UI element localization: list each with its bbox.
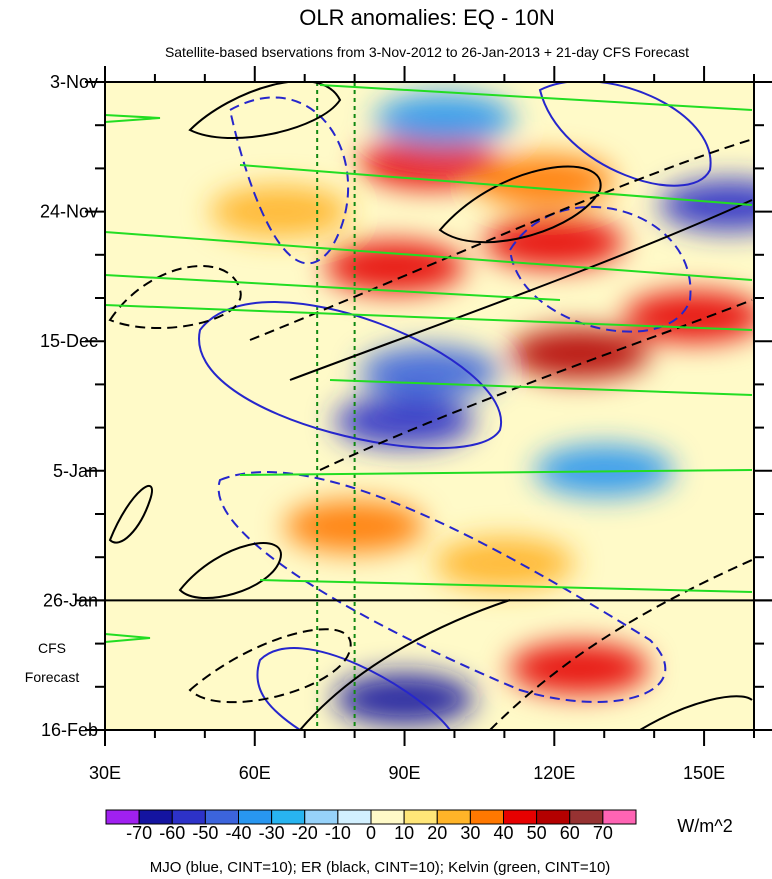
- colorbar-label: -30: [259, 823, 285, 843]
- kelvin-contour: [105, 304, 753, 331]
- colorbar-swatch: [138, 809, 173, 825]
- er-contour: [188, 82, 342, 140]
- x-axis: 30E 60E 90E 120E 150E: [89, 66, 755, 783]
- colorbar-swatch: [337, 809, 372, 825]
- plot-frame: [104, 81, 755, 731]
- colorbar-label: -20: [292, 823, 318, 843]
- colorbar-swatch: [503, 809, 538, 825]
- colorbar-label: 30: [460, 823, 480, 843]
- anomaly-blob: [434, 537, 575, 590]
- colorbar-swatch: [304, 809, 339, 825]
- x-tick-label: 120E: [533, 763, 575, 783]
- forecast-label-line1: CFS: [38, 640, 66, 656]
- anomaly-blob: [359, 136, 500, 189]
- er-contour: [319, 299, 753, 471]
- x-tick-label: 30E: [89, 763, 121, 783]
- colorbar-label: 0: [366, 823, 376, 843]
- mjo-contour: [256, 647, 452, 730]
- y-tick-label: 15-Dec: [40, 331, 98, 351]
- y-tick-label: 24-Nov: [40, 202, 98, 222]
- anomaly-blob: [334, 395, 475, 448]
- colorbar-swatch: [171, 809, 206, 825]
- er-contour: [299, 599, 511, 730]
- plot-area: [105, 82, 754, 730]
- colorbar-label: -10: [325, 823, 351, 843]
- y-axis: 3-Nov 24-Nov 15-Dec 5-Jan 26-Jan 16-Feb: [40, 72, 772, 740]
- y-tick-label: 3-Nov: [50, 72, 98, 92]
- er-contour: [188, 628, 352, 704]
- colorbar-label: -70: [126, 823, 152, 843]
- anomaly-blob: [509, 642, 650, 695]
- anomaly-blob: [509, 327, 650, 380]
- er-contour: [489, 559, 753, 730]
- colorbar-swatch: [536, 809, 571, 825]
- colorbar-swatch: [403, 809, 438, 825]
- anomaly-blob: [334, 673, 475, 726]
- colorbar-label: 60: [560, 823, 580, 843]
- x-tick-label: 90E: [389, 763, 421, 783]
- legend-note: MJO (blue, CINT=10); ER (black, CINT=10)…: [150, 859, 611, 876]
- kelvin-contour: [105, 274, 561, 301]
- colorbar-unit: W/m^2: [677, 816, 732, 836]
- er-contour: [108, 484, 153, 544]
- mjo-contour: [508, 205, 692, 333]
- anomaly-blob: [359, 346, 500, 399]
- anomaly-blob: [484, 216, 625, 269]
- anomaly-blob: [284, 500, 425, 553]
- mjo-contour: [198, 301, 503, 449]
- er-contour: [289, 199, 753, 381]
- er-contour: [639, 695, 753, 730]
- colorbar-label: -50: [192, 823, 218, 843]
- anomaly-blob: [209, 185, 350, 238]
- forecast-label-line2: Forecast: [25, 669, 80, 685]
- colorbar-label: 50: [527, 823, 547, 843]
- mjo-contour: [217, 471, 667, 703]
- colorbar-label: -60: [159, 823, 185, 843]
- colorbar-label: -40: [225, 823, 251, 843]
- colorbar-swatch: [204, 809, 239, 825]
- kelvin-contour: [105, 231, 753, 281]
- colorbar-swatch: [238, 809, 273, 825]
- colorbar-swatch: [569, 809, 604, 825]
- kelvin-contour: [319, 84, 753, 111]
- kelvin-contour: [105, 633, 151, 643]
- kelvin-contour: [105, 114, 161, 123]
- colorbar-swatch: [469, 809, 504, 825]
- anomaly-blob: [324, 241, 465, 294]
- colorbar-label: 10: [394, 823, 414, 843]
- kelvin-contour: [239, 469, 753, 476]
- colorbar-swatch: [271, 809, 306, 825]
- er-contour: [438, 165, 602, 244]
- colorbar-swatch: [105, 809, 140, 825]
- x-tick-label: 60E: [239, 763, 271, 783]
- anomaly-blob: [624, 290, 754, 343]
- kelvin-contour: [329, 379, 753, 396]
- colorbar-swatch: [370, 809, 405, 825]
- colorbar-label: 40: [493, 823, 513, 843]
- x-tick-label: 150E: [683, 763, 725, 783]
- mjo-contour: [538, 82, 712, 187]
- kelvin-contour: [259, 579, 753, 593]
- kelvin-contour: [239, 164, 753, 206]
- anomaly-blob: [374, 93, 515, 146]
- y-tick-label: 16-Feb: [41, 720, 98, 740]
- mjo-contour: [228, 96, 349, 265]
- colorbar-label: 20: [427, 823, 447, 843]
- colorbar-label: 70: [593, 823, 613, 843]
- y-tick-label: 5-Jan: [53, 461, 98, 481]
- colorbar-swatch: [436, 809, 471, 825]
- chart-subtitle: Satellite-based bservations from 3-Nov-2…: [165, 44, 689, 60]
- er-contour: [178, 542, 282, 599]
- colorbar: -70 -60 -50 -40 -30 -20 -10 0 10 20 30 40 50 60 70: [105, 809, 637, 843]
- colorbar-swatch: [602, 809, 637, 825]
- anomaly-blob: [659, 179, 754, 232]
- chart-title: OLR anomalies: EQ - 10N: [299, 5, 555, 30]
- y-tick-label: 26-Jan: [43, 590, 98, 610]
